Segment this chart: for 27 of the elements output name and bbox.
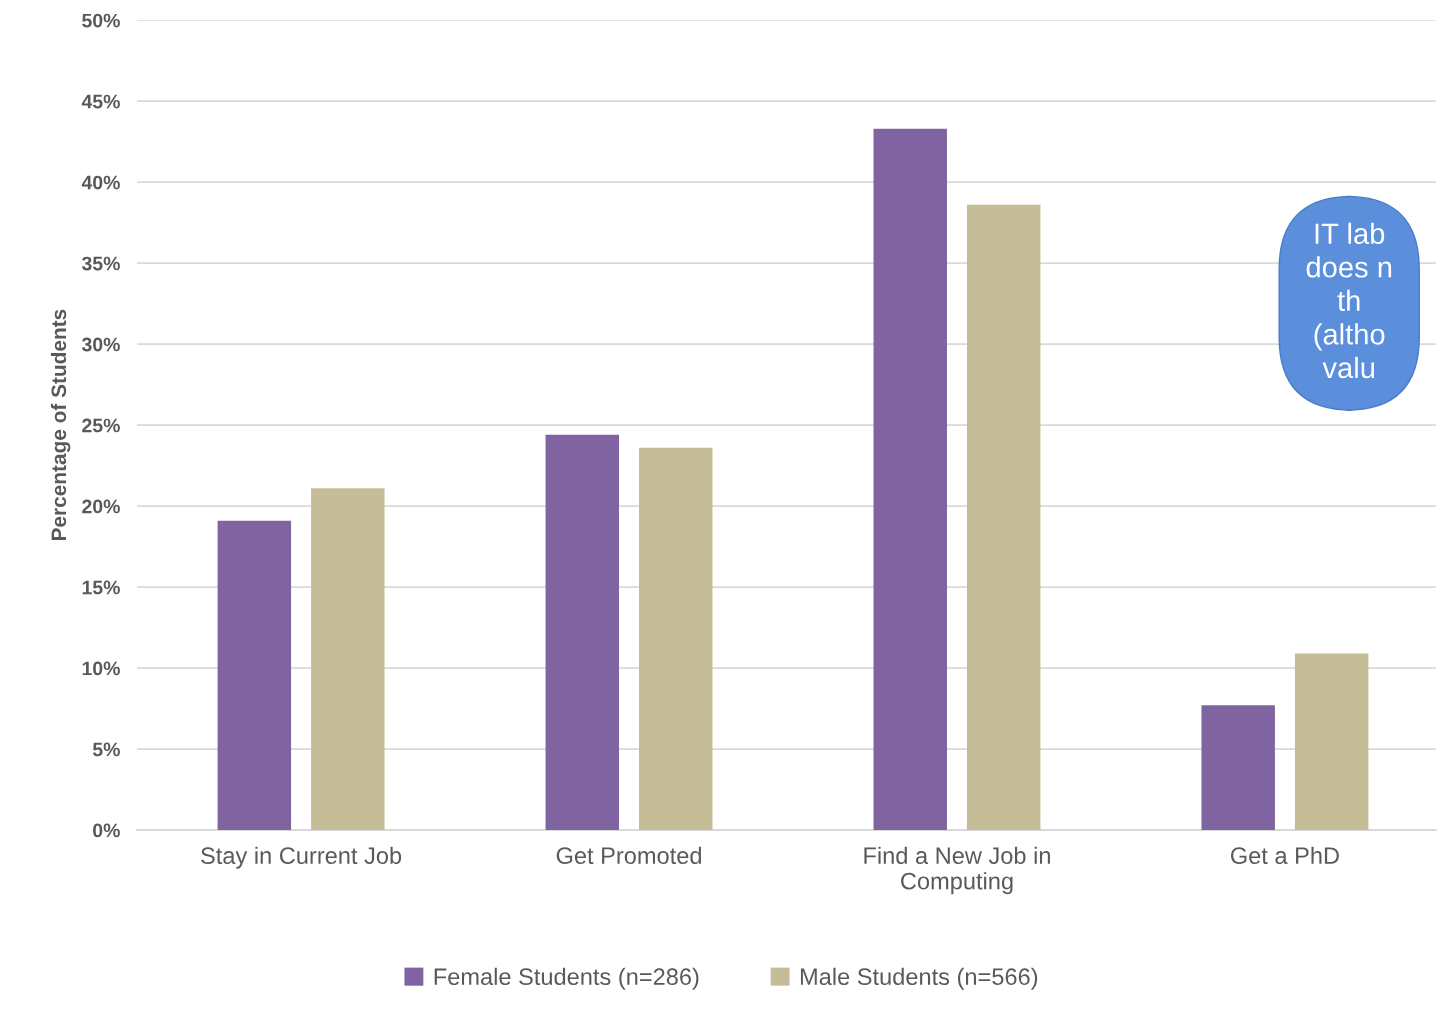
bar — [966, 204, 1041, 831]
annotation: IT lab does n th (altho valu — [1306, 222, 1392, 379]
y-tick-label: 0% — [93, 823, 120, 838]
y-tick-label: 20% — [82, 499, 120, 514]
y-tick-label: 5% — [92, 742, 120, 757]
y-tick-label: 30% — [81, 337, 120, 352]
x-tick-label: Find a New Job in Computing — [864, 846, 1050, 895]
bar — [217, 520, 292, 831]
bar — [311, 488, 385, 831]
bar — [639, 447, 713, 831]
x-tick-label: Get Promoted — [556, 846, 701, 865]
bar — [545, 434, 620, 831]
bar — [873, 128, 947, 831]
legend-label: Male Students (n=566) — [800, 967, 1038, 990]
y-tick-label: 50% — [82, 13, 120, 28]
y-tick-label: 25% — [82, 418, 120, 433]
y-tick-label: 40% — [81, 175, 120, 190]
y-tick-label: 10% — [82, 661, 120, 676]
bar — [1294, 653, 1369, 831]
y-axis-title: Percentage of Students — [50, 309, 71, 541]
y-tick-label: 35% — [81, 256, 120, 271]
bar — [1201, 705, 1275, 831]
legend-label: Female Students (n=286) — [434, 967, 699, 990]
y-tick-label: 45% — [81, 94, 120, 109]
y-tick-label: 15% — [82, 580, 120, 595]
x-tick-label: Stay in Current Job — [201, 846, 402, 869]
x-tick-label: Get a PhD — [1231, 846, 1339, 865]
